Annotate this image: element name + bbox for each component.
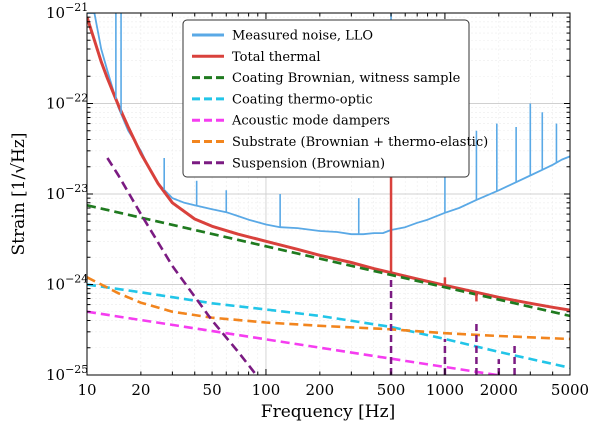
series-line-7 [106, 157, 258, 375]
legend-label: Total thermal [232, 50, 321, 65]
series-line-3 [87, 204, 570, 318]
legend: Measured noise, LLO Total thermal Coating … [182, 19, 488, 178]
series-layer [87, 13, 570, 375]
x-tick-label: 20 [131, 381, 150, 399]
y-axis-label: Strain [1/√Hz] [9, 133, 29, 256]
series-line-5 [87, 310, 506, 375]
x-tick-label: 100 [252, 381, 281, 399]
y-tick-label: 10−22 [46, 92, 88, 113]
axis-ticks [86, 12, 571, 376]
legend-label: Coating thermo-optic [232, 92, 373, 107]
y-tick-label: 10−25 [46, 363, 88, 384]
y-axis-label-name: Strain [9, 202, 29, 255]
y-axis-label-unit: [1/√Hz] [9, 133, 29, 197]
legend-label: Coating Brownian, witness sample [232, 71, 461, 86]
y-tick-label: 10−21 [46, 1, 88, 22]
y-tick-label: 10−23 [46, 182, 88, 203]
y-tick-labels: 10−25 10−24 10−23 10−22 10−21 [46, 1, 88, 384]
x-tick-label: 200 [306, 381, 335, 399]
x-tick-label: 2000 [480, 381, 518, 399]
y-axis-label-group: Strain [1/√Hz] [9, 133, 29, 256]
x-tick-label: 500 [377, 381, 406, 399]
legend-label: Measured noise, LLO [232, 29, 373, 44]
x-axis-label: Frequency [Hz] [261, 402, 395, 422]
series-line-4 [87, 283, 570, 370]
series-line-6 [87, 276, 570, 341]
x-tick-labels: 10 20 50 100 200 500 1000 2000 5000 [77, 381, 589, 399]
legend-label: Suspension (Brownian) [232, 156, 385, 171]
x-tick-label: 5000 [551, 381, 589, 399]
x-tick-label: 10 [77, 381, 96, 399]
x-tick-label: 1000 [426, 381, 464, 399]
legend-label: Substrate (Brownian + thermo-elastic) [232, 135, 488, 150]
x-tick-label: 50 [203, 381, 222, 399]
y-tick-label: 10−24 [46, 273, 88, 294]
legend-label: Acoustic mode dampers [231, 114, 390, 129]
legend-box [182, 19, 470, 178]
